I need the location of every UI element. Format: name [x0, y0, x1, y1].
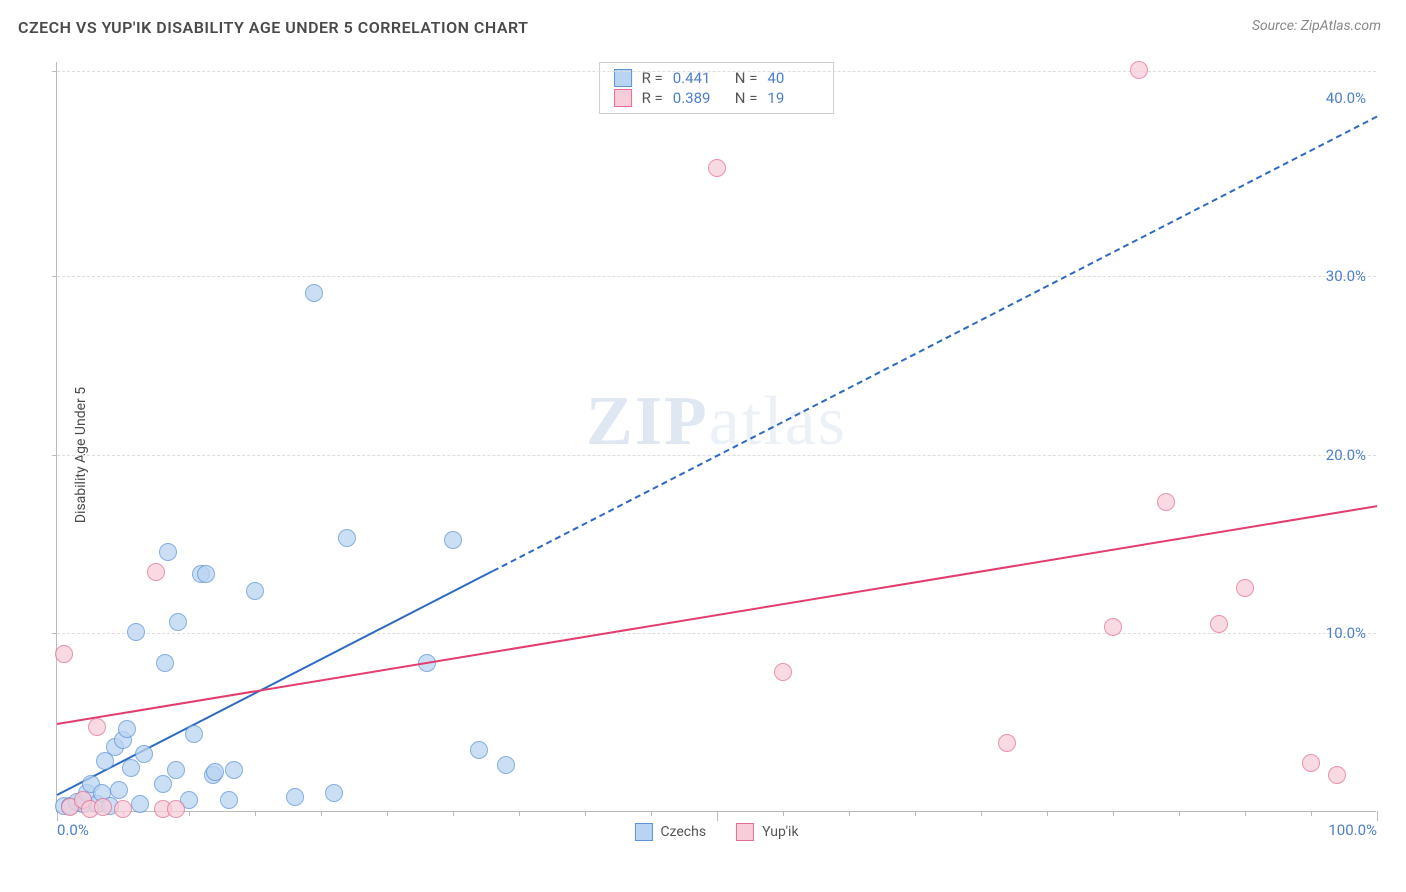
data-point: [998, 734, 1016, 752]
legend-bottom: Czechs Yup'ik: [634, 823, 798, 841]
chart-container: Disability Age Under 5 ZIPatlas R =0.441…: [18, 50, 1388, 860]
data-point: [131, 795, 149, 813]
header: CZECH VS YUP'IK DISABILITY AGE UNDER 5 C…: [0, 0, 1406, 37]
data-point: [246, 582, 264, 600]
data-point: [325, 784, 343, 802]
data-point: [122, 759, 140, 777]
y-tick-label: 30.0%: [1326, 267, 1366, 285]
y-tick: [52, 276, 57, 277]
x-tick: [387, 811, 388, 816]
x-tick: [783, 811, 784, 816]
watermark: ZIPatlas: [586, 382, 847, 462]
data-point: [1130, 61, 1148, 79]
data-point: [185, 725, 203, 743]
legend-label: Czechs: [660, 824, 706, 840]
data-point: [220, 791, 238, 809]
x-tick: [1245, 811, 1246, 816]
data-point: [305, 284, 323, 302]
legend-item: Czechs: [634, 823, 706, 841]
data-point: [470, 741, 488, 759]
data-point: [1302, 754, 1320, 772]
x-tick: [255, 811, 256, 816]
trend-line: [57, 505, 1377, 725]
y-tick: [52, 71, 57, 72]
legend-swatch: [736, 823, 754, 841]
trend-line: [492, 116, 1377, 572]
legend-item: Yup'ik: [736, 823, 798, 841]
data-point: [774, 663, 792, 681]
data-point: [197, 565, 215, 583]
series-swatch: [614, 89, 632, 107]
data-point: [1210, 615, 1228, 633]
x-tick: [981, 811, 982, 816]
data-point: [127, 623, 145, 641]
data-point: [225, 761, 243, 779]
data-point: [55, 645, 73, 663]
x-tick: [717, 811, 718, 821]
x-tick: [1113, 811, 1114, 816]
legend-swatch: [634, 823, 652, 841]
data-point: [1157, 493, 1175, 511]
data-point: [114, 800, 132, 818]
stats-row: R = 0.389 N = 19: [614, 88, 820, 108]
legend-label: Yup'ik: [762, 824, 798, 840]
data-point: [167, 800, 185, 818]
x-tick: [519, 811, 520, 816]
chart-title: CZECH VS YUP'IK DISABILITY AGE UNDER 5 C…: [18, 18, 529, 37]
data-point: [118, 720, 136, 738]
x-tick: [1047, 811, 1048, 816]
y-tick-label: 20.0%: [1326, 446, 1366, 464]
y-tick: [52, 455, 57, 456]
trend-line: [57, 570, 494, 796]
stat-r-value: 0.389: [673, 89, 725, 107]
x-tick: [849, 811, 850, 816]
x-tick: [321, 811, 322, 816]
data-point: [444, 531, 462, 549]
data-point: [169, 613, 187, 631]
gridline: [57, 633, 1376, 634]
y-tick-label: 40.0%: [1326, 89, 1366, 107]
data-point: [1236, 579, 1254, 597]
data-point: [156, 654, 174, 672]
data-point: [286, 788, 304, 806]
x-tick: [585, 811, 586, 816]
stat-n-label: N =: [735, 89, 758, 107]
data-point: [708, 159, 726, 177]
x-tick-label: 100.0%: [1328, 821, 1377, 839]
data-point: [94, 798, 112, 816]
data-point: [338, 529, 356, 547]
stat-n-value: 19: [767, 89, 819, 107]
x-tick-label: 0.0%: [57, 821, 89, 839]
x-tick: [651, 811, 652, 816]
plot-area: ZIPatlas R =0.441N =40R =0.389N =19 Czec…: [56, 62, 1376, 812]
x-tick: [1377, 811, 1378, 821]
y-tick: [52, 633, 57, 634]
data-point: [497, 756, 515, 774]
data-point: [1328, 766, 1346, 784]
x-tick: [453, 811, 454, 816]
y-tick-label: 10.0%: [1326, 624, 1366, 642]
x-tick: [915, 811, 916, 816]
data-point: [110, 781, 128, 799]
gridline: [57, 276, 1376, 277]
x-tick: [1179, 811, 1180, 816]
data-point: [206, 763, 224, 781]
x-tick: [1311, 811, 1312, 816]
data-point: [159, 543, 177, 561]
x-tick: [189, 811, 190, 816]
data-point: [1104, 618, 1122, 636]
source-label: Source: ZipAtlas.com: [1252, 18, 1381, 34]
data-point: [88, 718, 106, 736]
gridline: [57, 71, 1376, 72]
stats-legend-box: R =0.441N =40R =0.389N =19: [599, 62, 835, 114]
stat-r-label: R =: [642, 89, 663, 107]
data-point: [154, 775, 172, 793]
data-point: [167, 761, 185, 779]
data-point: [147, 563, 165, 581]
data-point: [135, 745, 153, 763]
